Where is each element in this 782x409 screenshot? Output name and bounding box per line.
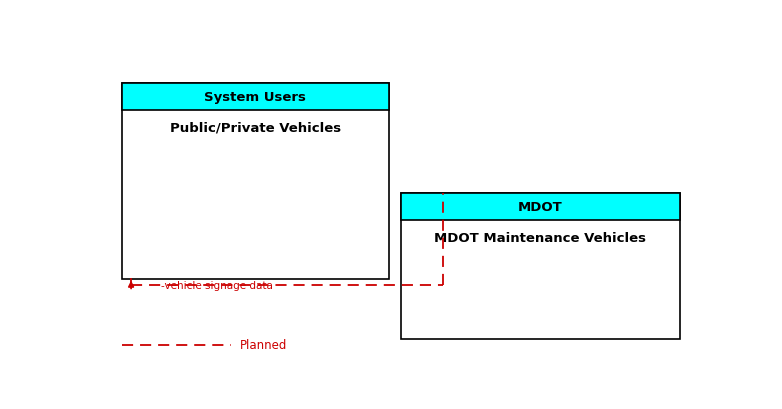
- Text: -vehicle signage data: -vehicle signage data: [161, 280, 273, 290]
- Bar: [122, 84, 389, 110]
- Bar: [401, 194, 680, 221]
- Text: System Users: System Users: [204, 91, 307, 103]
- Text: MDOT: MDOT: [518, 201, 562, 214]
- Text: MDOT Maintenance Vehicles: MDOT Maintenance Vehicles: [434, 232, 646, 245]
- Bar: [401, 194, 680, 339]
- Bar: [122, 84, 389, 279]
- Text: Planned: Planned: [240, 339, 288, 352]
- Text: Public/Private Vehicles: Public/Private Vehicles: [170, 121, 341, 135]
